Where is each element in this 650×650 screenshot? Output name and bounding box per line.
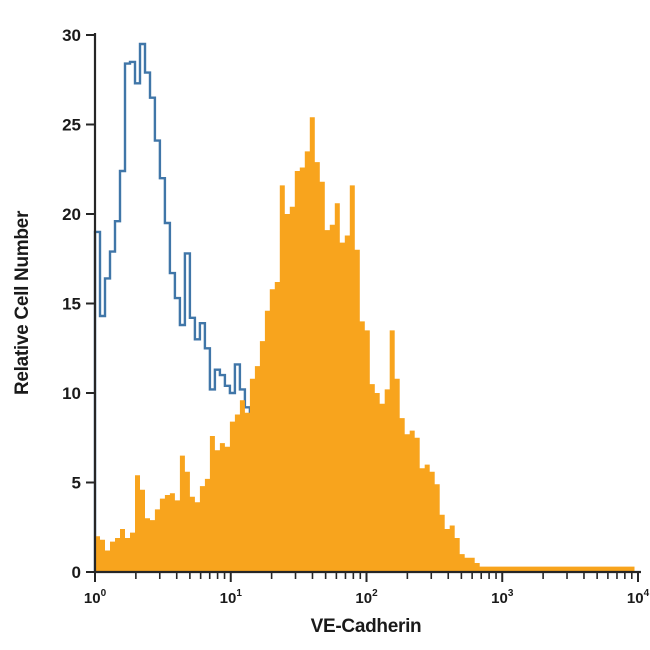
x-tick-label: 100 [84, 588, 107, 607]
y-tick-label: 5 [72, 474, 81, 493]
y-axis-label: Relative Cell Number [12, 210, 33, 395]
x-axis-label: VE-Cadherin [311, 616, 422, 637]
control-histogram-outline [93, 42, 252, 572]
histogram-series-layer [93, 42, 640, 573]
y-tick-label: 25 [62, 116, 81, 135]
x-tick-label: 103 [491, 588, 514, 607]
y-tick-label: 30 [62, 26, 81, 45]
x-tick-label: 104 [627, 588, 650, 607]
y-tick-label: 10 [62, 384, 81, 403]
y-tick-label: 0 [72, 563, 81, 582]
stained-histogram-area [95, 117, 640, 573]
x-tick-label: 101 [220, 588, 243, 607]
x-tick-label: 102 [355, 588, 378, 607]
y-tick-label: 15 [62, 295, 81, 314]
axes-layer [86, 33, 641, 582]
y-tick-label: 20 [62, 205, 81, 224]
